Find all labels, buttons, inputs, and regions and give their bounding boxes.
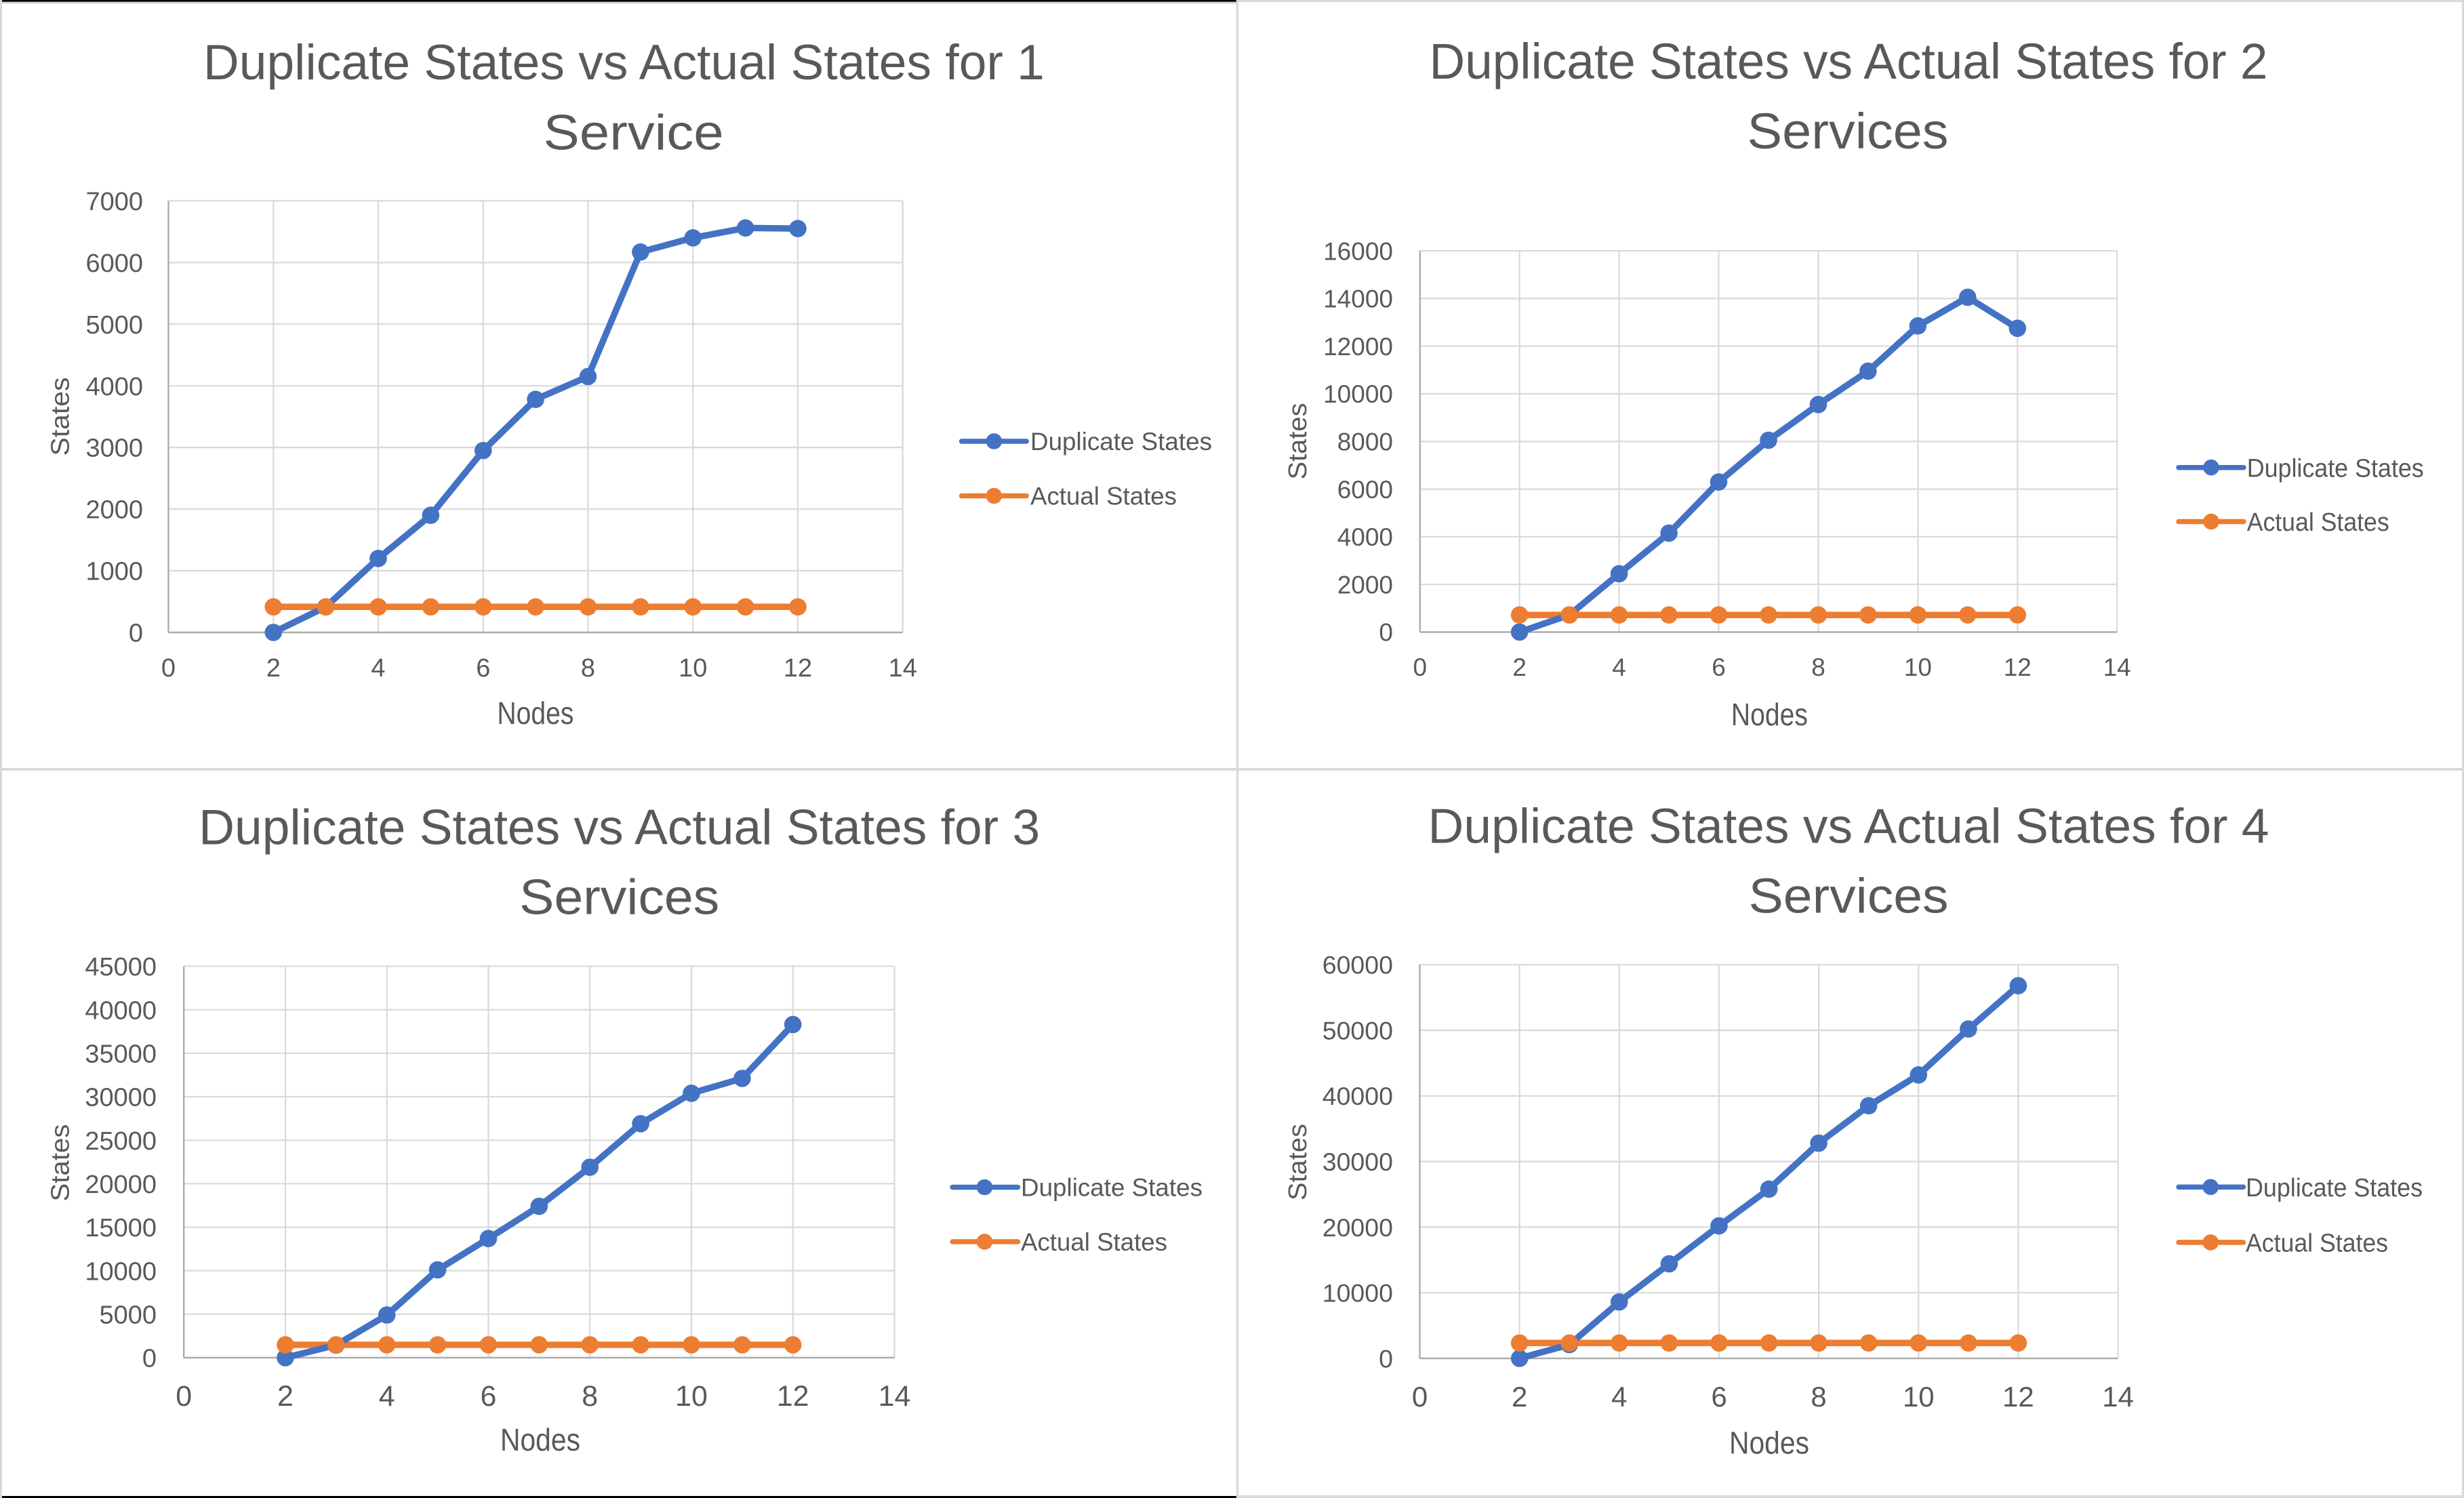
svg-text:2: 2 xyxy=(266,654,281,683)
svg-text:6: 6 xyxy=(1712,653,1726,681)
svg-text:15000: 15000 xyxy=(85,1214,157,1242)
svg-text:Actual States: Actual States xyxy=(1030,483,1177,510)
svg-text:0: 0 xyxy=(1413,653,1428,681)
svg-text:6: 6 xyxy=(481,1380,497,1413)
svg-text:Duplicate States: Duplicate States xyxy=(1030,428,1212,456)
svg-text:3000: 3000 xyxy=(85,434,143,463)
svg-text:0: 0 xyxy=(142,1345,157,1373)
svg-text:Nodes: Nodes xyxy=(1731,697,1808,732)
svg-text:10000: 10000 xyxy=(85,1257,157,1286)
svg-text:4000: 4000 xyxy=(1337,523,1393,551)
svg-text:8: 8 xyxy=(582,1380,598,1413)
svg-text:12: 12 xyxy=(777,1380,809,1413)
svg-text:4: 4 xyxy=(371,654,385,683)
svg-text:60000: 60000 xyxy=(1322,951,1393,979)
svg-text:States: States xyxy=(47,378,75,456)
svg-text:12: 12 xyxy=(2004,653,2032,681)
svg-text:Duplicate States vs Actual Sta: Duplicate States vs Actual States for 3 xyxy=(199,801,1040,855)
svg-text:16000: 16000 xyxy=(1323,237,1393,265)
svg-text:Nodes: Nodes xyxy=(1729,1425,1809,1461)
svg-text:6: 6 xyxy=(1711,1381,1726,1413)
svg-text:Nodes: Nodes xyxy=(500,1422,580,1457)
svg-text:4000: 4000 xyxy=(85,373,143,401)
svg-text:14000: 14000 xyxy=(1323,285,1393,313)
svg-text:2: 2 xyxy=(1512,1381,1527,1413)
svg-text:0: 0 xyxy=(176,1380,192,1413)
svg-text:Duplicate States vs Actual Sta: Duplicate States vs Actual States for 2 xyxy=(1430,33,2268,89)
svg-text:20000: 20000 xyxy=(1322,1213,1393,1242)
svg-text:0: 0 xyxy=(161,654,176,683)
svg-text:0: 0 xyxy=(1379,619,1393,647)
svg-text:40000: 40000 xyxy=(1322,1082,1393,1110)
svg-text:Actual States: Actual States xyxy=(2246,1230,2388,1258)
svg-text:10: 10 xyxy=(679,654,707,683)
svg-text:14: 14 xyxy=(2103,653,2131,681)
svg-text:8000: 8000 xyxy=(1337,428,1393,456)
svg-text:10: 10 xyxy=(1904,653,1932,681)
svg-text:0: 0 xyxy=(1412,1381,1428,1413)
svg-text:12: 12 xyxy=(784,654,812,683)
svg-text:Services: Services xyxy=(1749,870,1949,924)
svg-text:5000: 5000 xyxy=(85,311,143,340)
svg-text:14: 14 xyxy=(2102,1381,2134,1413)
svg-text:States: States xyxy=(47,1125,75,1202)
svg-text:Service: Service xyxy=(544,104,724,161)
svg-text:40000: 40000 xyxy=(85,996,157,1025)
svg-text:1000: 1000 xyxy=(85,558,143,586)
svg-text:10000: 10000 xyxy=(1322,1279,1393,1308)
svg-text:50000: 50000 xyxy=(1322,1016,1393,1045)
svg-text:10000: 10000 xyxy=(1323,380,1393,408)
svg-text:4: 4 xyxy=(379,1380,395,1413)
svg-text:12000: 12000 xyxy=(1323,333,1393,361)
svg-text:8: 8 xyxy=(1811,653,1825,681)
svg-text:35000: 35000 xyxy=(85,1040,157,1068)
svg-text:Actual States: Actual States xyxy=(2247,508,2389,537)
svg-text:14: 14 xyxy=(889,654,917,683)
svg-text:Services: Services xyxy=(519,870,719,925)
svg-text:States: States xyxy=(1284,1124,1312,1200)
svg-text:10: 10 xyxy=(1903,1381,1935,1413)
svg-text:30000: 30000 xyxy=(85,1084,157,1112)
svg-text:Actual States: Actual States xyxy=(1021,1228,1167,1256)
svg-text:0: 0 xyxy=(129,620,143,648)
svg-text:2: 2 xyxy=(277,1380,294,1413)
svg-text:2000: 2000 xyxy=(1337,571,1393,599)
svg-text:Duplicate States: Duplicate States xyxy=(2246,1174,2423,1202)
svg-text:4: 4 xyxy=(1612,653,1626,681)
svg-text:12: 12 xyxy=(2002,1381,2034,1413)
svg-text:5000: 5000 xyxy=(99,1301,157,1329)
svg-text:Services: Services xyxy=(1748,103,1949,159)
svg-text:2000: 2000 xyxy=(85,496,143,525)
svg-text:0: 0 xyxy=(1379,1344,1393,1373)
svg-text:Duplicate States: Duplicate States xyxy=(2247,454,2424,483)
svg-text:Duplicate States: Duplicate States xyxy=(1021,1174,1203,1202)
svg-text:6000: 6000 xyxy=(85,249,143,278)
svg-text:25000: 25000 xyxy=(85,1127,157,1156)
svg-text:6000: 6000 xyxy=(1337,476,1393,504)
svg-text:7000: 7000 xyxy=(85,188,143,216)
svg-text:2: 2 xyxy=(1512,653,1527,681)
svg-text:8: 8 xyxy=(581,654,595,683)
svg-text:6: 6 xyxy=(476,654,490,683)
svg-text:Duplicate States vs Actual Sta: Duplicate States vs Actual States for 1 xyxy=(203,34,1045,90)
svg-text:20000: 20000 xyxy=(85,1171,157,1199)
svg-text:8: 8 xyxy=(1811,1381,1826,1413)
svg-text:14: 14 xyxy=(878,1380,911,1413)
svg-text:45000: 45000 xyxy=(85,953,157,981)
svg-text:30000: 30000 xyxy=(1322,1148,1393,1176)
svg-text:States: States xyxy=(1284,403,1312,480)
svg-text:4: 4 xyxy=(1611,1381,1627,1413)
svg-text:Nodes: Nodes xyxy=(497,695,573,731)
svg-text:Duplicate States vs Actual Sta: Duplicate States vs Actual States for 4 xyxy=(1428,800,2269,854)
svg-text:10: 10 xyxy=(675,1380,708,1413)
